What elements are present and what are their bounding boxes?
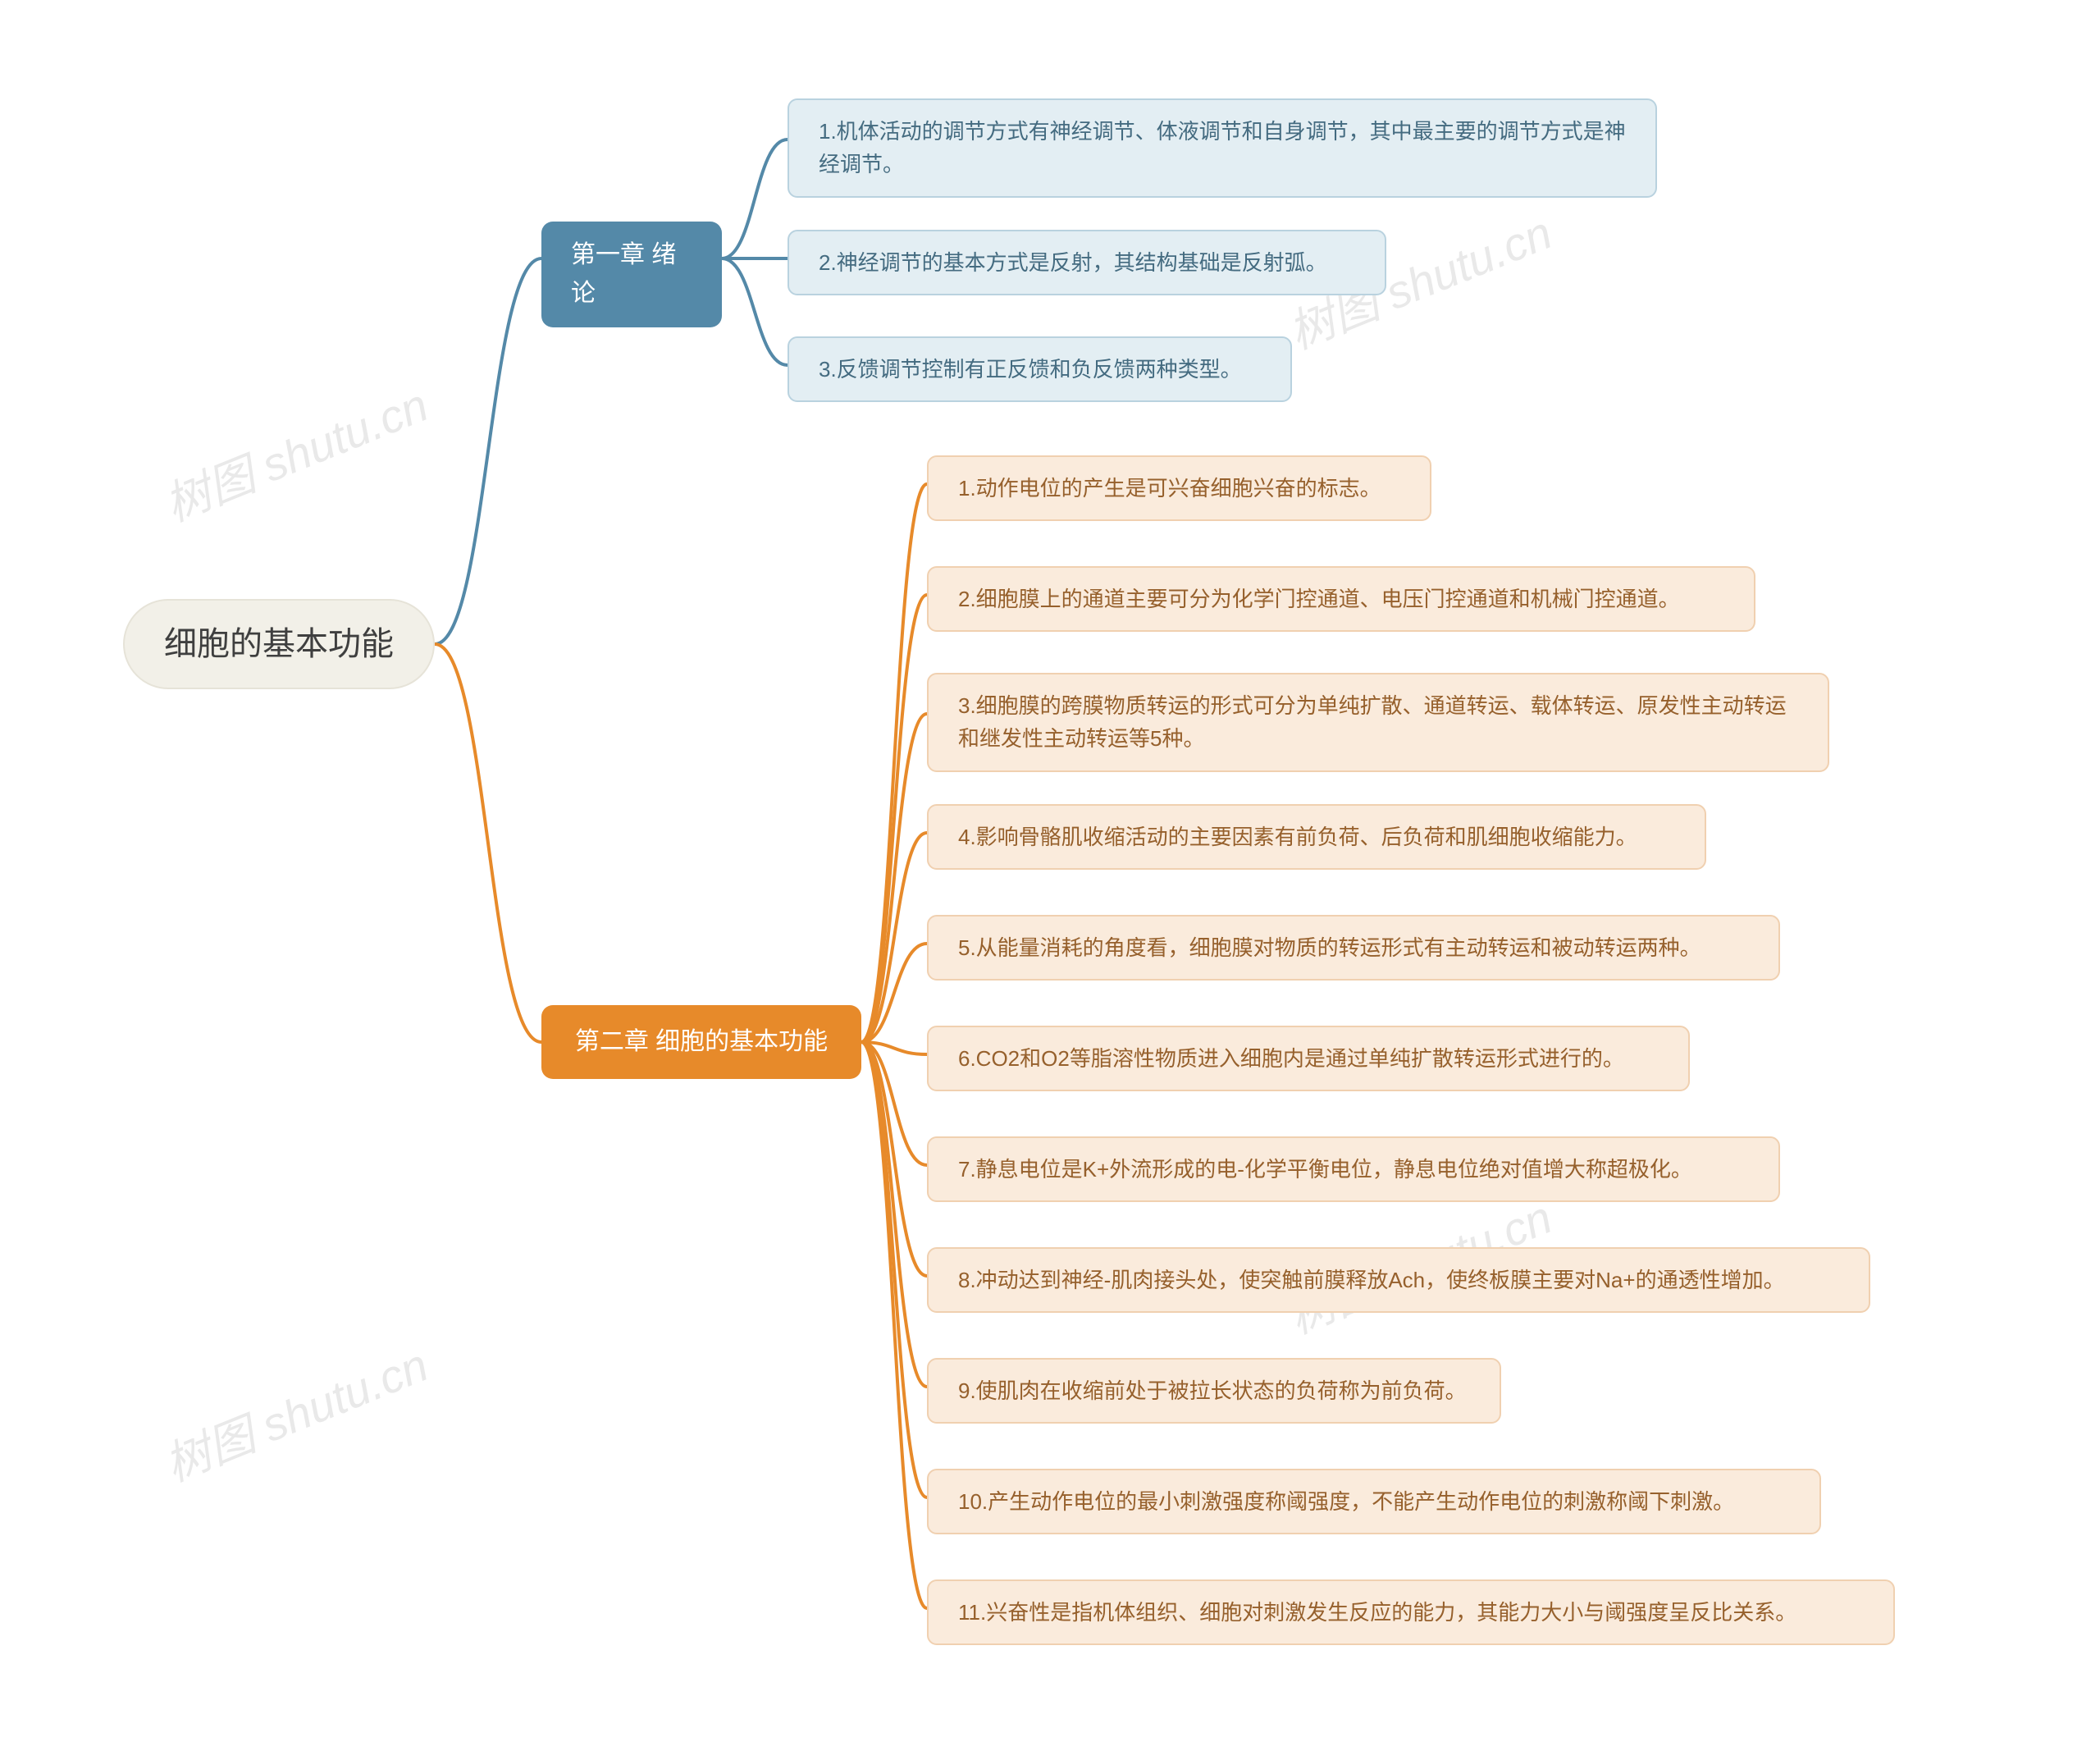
- watermark: 树图 shutu.cn: [153, 368, 436, 534]
- leaf-ch2-1: 1.动作电位的产生是可兴奋细胞兴奋的标志。: [927, 455, 1431, 521]
- leaf-ch2-8: 8.冲动达到神经-肌肉接头处，使突触前膜释放Ach，使终板膜主要对Na+的通透性…: [927, 1247, 1870, 1313]
- leaf-ch1-2: 2.神经调节的基本方式是反射，其结构基础是反射弧。: [788, 230, 1386, 295]
- branch-ch1: 第一章 绪论: [541, 222, 722, 327]
- leaf-ch2-4: 4.影响骨骼肌收缩活动的主要因素有前负荷、后负荷和肌细胞收缩能力。: [927, 804, 1706, 870]
- leaf-ch2-5: 5.从能量消耗的角度看，细胞膜对物质的转运形式有主动转运和被动转运两种。: [927, 915, 1780, 981]
- mindmap-canvas: 树图 shutu.cn树图 shutu.cn树图 shutu.cn树图 shut…: [0, 0, 2100, 1760]
- leaf-ch2-10: 10.产生动作电位的最小刺激强度称阈强度，不能产生动作电位的刺激称阈下刺激。: [927, 1469, 1821, 1534]
- branch-ch2: 第二章 细胞的基本功能: [541, 1005, 861, 1079]
- leaf-ch2-6: 6.CO2和O2等脂溶性物质进入细胞内是通过单纯扩散转运形式进行的。: [927, 1026, 1690, 1091]
- watermark: 树图 shutu.cn: [153, 1328, 436, 1494]
- leaf-ch2-9: 9.使肌肉在收缩前处于被拉长状态的负荷称为前负荷。: [927, 1358, 1501, 1424]
- leaf-ch2-11: 11.兴奋性是指机体组织、细胞对刺激发生反应的能力，其能力大小与阈强度呈反比关系…: [927, 1579, 1895, 1645]
- leaf-ch2-3: 3.细胞膜的跨膜物质转运的形式可分为单纯扩散、通道转运、载体转运、原发性主动转运…: [927, 673, 1829, 772]
- leaf-ch1-3: 3.反馈调节控制有正反馈和负反馈两种类型。: [788, 336, 1292, 402]
- root-node: 细胞的基本功能: [123, 599, 435, 689]
- leaf-ch2-7: 7.静息电位是K+外流形成的电-化学平衡电位，静息电位绝对值增大称超极化。: [927, 1136, 1780, 1202]
- leaf-ch2-2: 2.细胞膜上的通道主要可分为化学门控通道、电压门控通道和机械门控通道。: [927, 566, 1755, 632]
- leaf-ch1-1: 1.机体活动的调节方式有神经调节、体液调节和自身调节，其中最主要的调节方式是神经…: [788, 98, 1657, 198]
